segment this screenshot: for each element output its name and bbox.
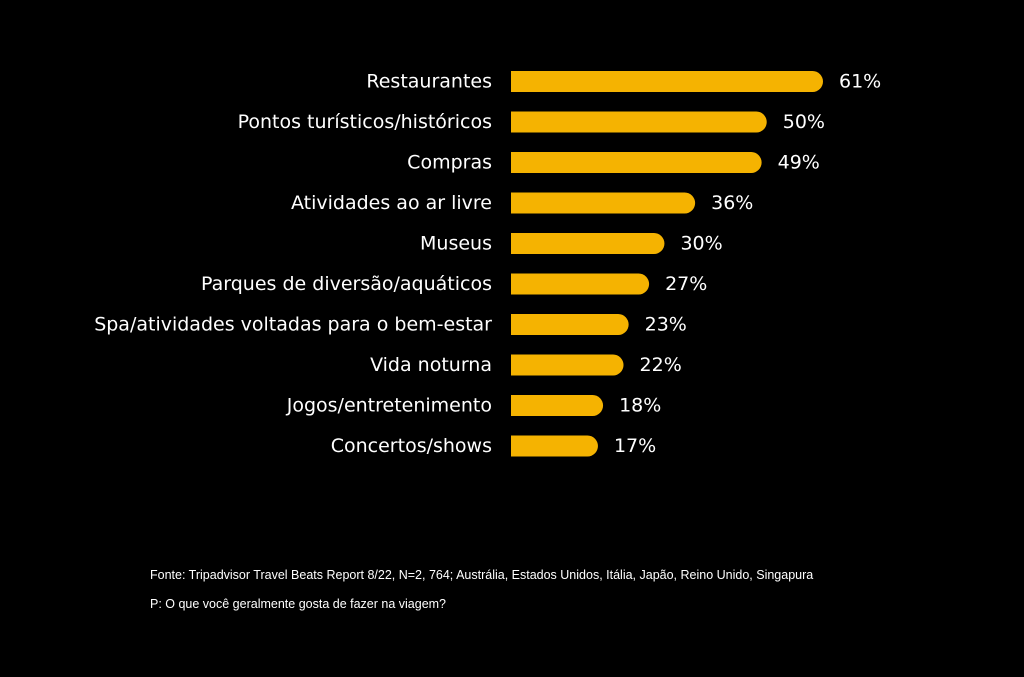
bar-10 bbox=[511, 435, 598, 457]
bar-2 bbox=[511, 111, 767, 133]
category-label-3: Compras bbox=[407, 152, 492, 174]
category-label-5: Museus bbox=[420, 233, 492, 255]
bar-8 bbox=[511, 354, 624, 376]
source-note: Fonte: Tripadvisor Travel Beats Report 8… bbox=[150, 568, 814, 582]
value-label-6: 27% bbox=[665, 273, 707, 295]
category-labels: Restaurantes Pontos turísticos/históricos… bbox=[94, 71, 492, 458]
value-label-8: 22% bbox=[640, 354, 682, 376]
bar-6 bbox=[511, 273, 650, 295]
bar-7 bbox=[511, 314, 629, 335]
category-label-10: Concertos/shows bbox=[331, 435, 492, 457]
value-label-5: 30% bbox=[680, 233, 722, 255]
category-label-8: Vida noturna bbox=[370, 354, 492, 376]
bar-4 bbox=[511, 192, 696, 214]
bars-group bbox=[511, 71, 823, 457]
bar-1 bbox=[511, 71, 823, 92]
value-label-2: 50% bbox=[783, 111, 825, 133]
category-label-1: Restaurantes bbox=[366, 71, 492, 93]
value-label-4: 36% bbox=[711, 192, 753, 214]
bar-3 bbox=[511, 152, 762, 173]
category-label-6: Parques de diversão/aquáticos bbox=[201, 273, 492, 295]
value-label-3: 49% bbox=[778, 152, 820, 174]
value-labels: 61% 50% 49% 36% 30% 27% 23% 22% 18% 17% bbox=[614, 71, 881, 458]
value-label-7: 23% bbox=[645, 314, 687, 336]
value-label-10: 17% bbox=[614, 435, 656, 457]
bar-9 bbox=[511, 395, 604, 416]
value-label-1: 61% bbox=[839, 71, 881, 93]
category-label-7: Spa/atividades voltadas para o bem-estar bbox=[94, 314, 492, 336]
category-label-4: Atividades ao ar livre bbox=[291, 192, 492, 214]
category-label-9: Jogos/entretenimento bbox=[286, 395, 492, 417]
value-label-9: 18% bbox=[619, 395, 661, 417]
category-label-2: Pontos turísticos/históricos bbox=[238, 111, 492, 133]
question-note: P: O que você geralmente gosta de fazer … bbox=[150, 597, 447, 611]
bar-5 bbox=[511, 233, 665, 254]
